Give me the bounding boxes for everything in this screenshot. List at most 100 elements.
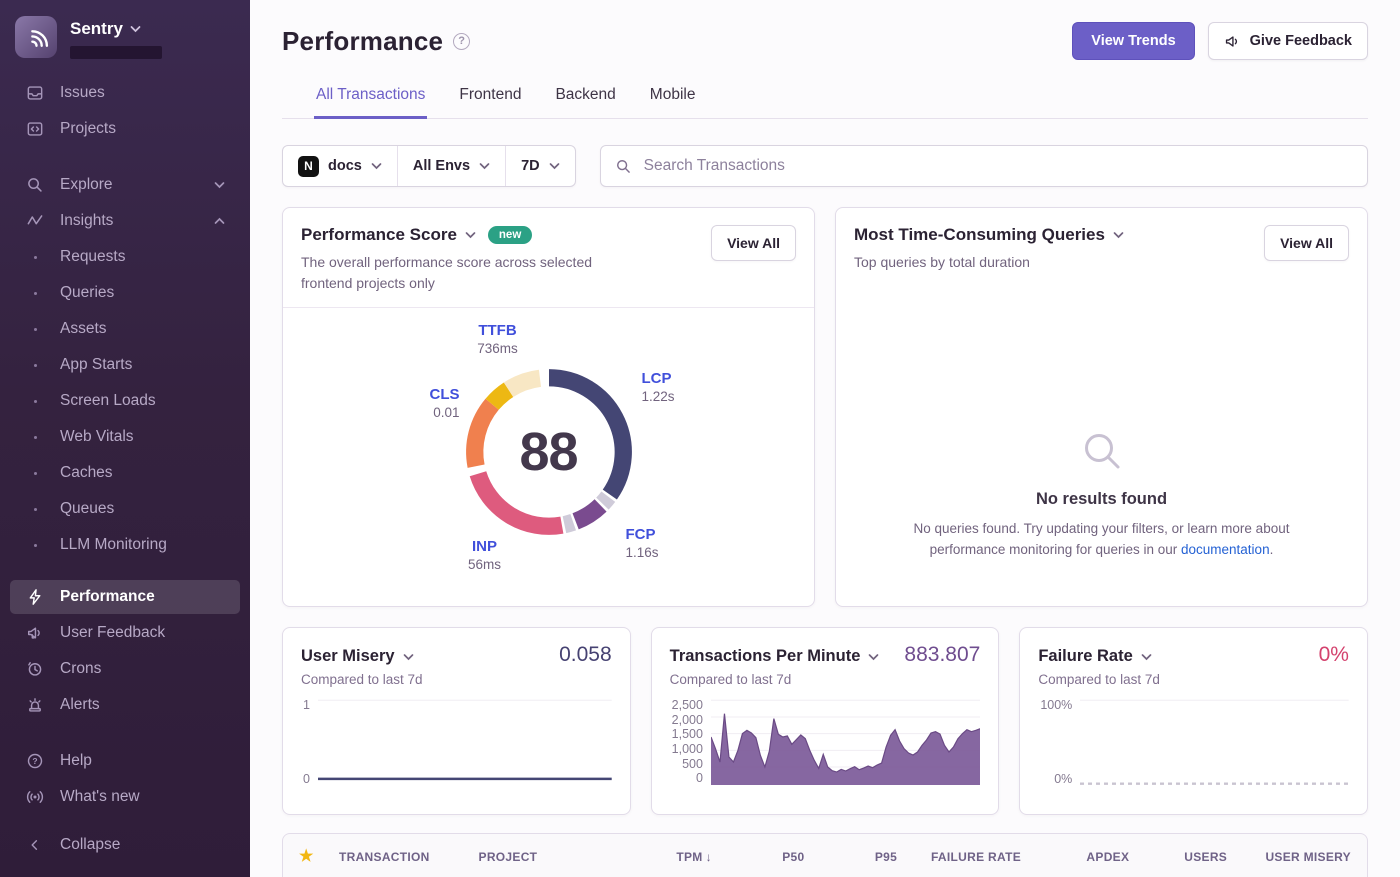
sidebar-item-app-starts[interactable]: App Starts bbox=[10, 348, 240, 382]
card-title: Failure Rate bbox=[1038, 647, 1133, 665]
sidebar-item-insights[interactable]: Insights bbox=[10, 204, 240, 238]
sidebar-item-llm-monitoring[interactable]: LLM Monitoring bbox=[10, 528, 240, 562]
megaphone-icon bbox=[1225, 35, 1237, 47]
sidebar-item-label: Crons bbox=[60, 660, 102, 677]
sidebar-item-label: Alerts bbox=[60, 696, 100, 713]
chevron-down-icon[interactable] bbox=[1141, 653, 1152, 661]
tab-frontend[interactable]: Frontend bbox=[459, 86, 522, 103]
chevron-down-icon[interactable] bbox=[1113, 231, 1124, 239]
sidebar-item-help[interactable]: ? Help bbox=[10, 744, 240, 778]
sidebar-item-performance[interactable]: Performance bbox=[10, 580, 240, 614]
y-axis-tick: 1 bbox=[303, 698, 310, 712]
sidebar-item-whats-new[interactable]: What's new bbox=[10, 780, 240, 814]
tab-mobile[interactable]: Mobile bbox=[649, 86, 696, 103]
sidebar-item-issues[interactable]: Issues bbox=[10, 76, 240, 110]
new-badge: new bbox=[487, 226, 533, 244]
column-header-transaction[interactable]: TRANSACTION bbox=[339, 849, 430, 864]
help-icon: ? bbox=[25, 752, 45, 770]
search-empty-icon bbox=[1084, 434, 1119, 469]
sidebar-item-label: Screen Loads bbox=[60, 392, 156, 409]
tab-bar: All Transactions Frontend Backend Mobile bbox=[282, 76, 1368, 119]
page-title: Performance bbox=[282, 25, 444, 56]
column-header-users[interactable]: USERS bbox=[1184, 849, 1228, 864]
lightning-icon bbox=[25, 588, 45, 606]
sidebar-item-label: Assets bbox=[60, 320, 107, 337]
org-name-placeholder bbox=[70, 46, 162, 59]
sidebar-item-web-vitals[interactable]: Web Vitals bbox=[10, 420, 240, 454]
chevron-down-icon[interactable] bbox=[868, 653, 879, 661]
org-switcher[interactable]: Sentry bbox=[0, 14, 250, 75]
chevron-down-icon[interactable] bbox=[403, 653, 414, 661]
y-axis-tick: 2,000 bbox=[671, 712, 703, 727]
sidebar-item-projects[interactable]: Projects bbox=[10, 112, 240, 146]
vital-inp[interactable]: INP 56ms bbox=[467, 537, 501, 573]
siren-icon bbox=[25, 696, 45, 714]
view-all-button[interactable]: View All bbox=[711, 225, 796, 261]
sidebar-item-label: App Starts bbox=[60, 356, 133, 373]
give-feedback-button[interactable]: Give Feedback bbox=[1207, 22, 1368, 60]
user-misery-value: 0.058 bbox=[559, 643, 612, 666]
sidebar-item-label: Web Vitals bbox=[60, 428, 134, 445]
vital-cls[interactable]: CLS 0.01 bbox=[429, 385, 460, 421]
issues-icon bbox=[25, 84, 45, 102]
vital-lcp[interactable]: LCP 1.22s bbox=[641, 369, 675, 405]
sidebar-item-label: Collapse bbox=[60, 836, 121, 853]
spacer bbox=[0, 147, 250, 167]
performance-score-card: Performance Score new The overall perfor… bbox=[282, 207, 815, 607]
performance-score-chart: 88 TTFB 736ms LCP 1.22s CLS 0.01 INP 56ms FC… bbox=[283, 307, 814, 599]
column-header-project[interactable]: PROJECT bbox=[478, 849, 538, 864]
tpm-value: 883.807 bbox=[904, 643, 981, 666]
chevron-down-icon bbox=[371, 162, 382, 170]
environment-filter[interactable]: All Envs bbox=[396, 146, 505, 186]
y-axis-tick: 100% bbox=[1040, 698, 1073, 712]
sidebar-item-explore[interactable]: Explore bbox=[10, 168, 240, 202]
sidebar-item-queues[interactable]: Queues bbox=[10, 492, 240, 526]
project-filter[interactable]: N docs bbox=[283, 146, 397, 186]
bullet-icon bbox=[25, 472, 45, 475]
sidebar-item-label: Help bbox=[60, 752, 92, 769]
date-range-value: 7D bbox=[521, 158, 540, 174]
search-icon bbox=[616, 159, 630, 173]
sidebar-item-assets[interactable]: Assets bbox=[10, 312, 240, 346]
chevron-down-icon[interactable] bbox=[465, 231, 476, 239]
sidebar-item-user-feedback[interactable]: User Feedback bbox=[10, 616, 240, 650]
chevron-down-icon bbox=[214, 181, 225, 189]
sidebar-nav: Issues Projects Explore bbox=[0, 75, 250, 863]
sidebar-item-label: User Feedback bbox=[60, 624, 166, 641]
date-range-filter[interactable]: 7D bbox=[505, 146, 575, 186]
queries-card: Most Time-Consuming Queries Top queries … bbox=[835, 207, 1368, 607]
sidebar-collapse-button[interactable]: Collapse bbox=[10, 828, 240, 862]
column-header-p50[interactable]: P50 bbox=[782, 849, 805, 864]
sentry-logo-icon bbox=[15, 16, 57, 58]
column-header-failure-rate[interactable]: FAILURE RATE bbox=[930, 849, 1022, 864]
performance-score-donut bbox=[465, 368, 632, 535]
page-content: N docs All Envs 7D bbox=[250, 119, 1400, 877]
sidebar-item-requests[interactable]: Requests bbox=[10, 240, 240, 274]
tab-all-transactions[interactable]: All Transactions bbox=[314, 76, 428, 119]
column-header-tpm[interactable]: TPM ↓ bbox=[676, 849, 712, 864]
view-trends-button[interactable]: View Trends bbox=[1072, 22, 1195, 60]
sort-desc-icon: ↓ bbox=[705, 849, 712, 864]
column-header-user-misery[interactable]: USER MISERY bbox=[1265, 849, 1351, 864]
sidebar-item-queries[interactable]: Queries bbox=[10, 276, 240, 310]
failure-rate-value: 0% bbox=[1318, 643, 1349, 666]
y-axis-tick: 2,500 bbox=[671, 698, 703, 712]
sidebar-item-alerts[interactable]: Alerts bbox=[10, 688, 240, 722]
y-axis-tick: 0 bbox=[695, 771, 703, 786]
column-header-apdex[interactable]: APDEX bbox=[1086, 849, 1130, 864]
vital-ttfb[interactable]: TTFB 736ms bbox=[477, 321, 518, 357]
insights-icon bbox=[25, 212, 45, 230]
star-icon[interactable]: ★ bbox=[299, 847, 314, 865]
sidebar-item-crons[interactable]: Crons bbox=[10, 652, 240, 686]
view-all-button[interactable]: View All bbox=[1264, 225, 1349, 261]
tpm-card: Transactions Per Minute 883.807 Compared… bbox=[650, 627, 1000, 815]
vital-fcp[interactable]: FCP 1.16s bbox=[625, 525, 659, 561]
search-input[interactable] bbox=[641, 156, 1353, 176]
svg-text:?: ? bbox=[32, 756, 37, 766]
documentation-link[interactable]: documentation bbox=[1181, 541, 1270, 557]
help-question-icon[interactable]: ? bbox=[453, 32, 471, 50]
tab-backend[interactable]: Backend bbox=[555, 86, 616, 103]
sidebar-item-caches[interactable]: Caches bbox=[10, 456, 240, 490]
column-header-p95[interactable]: P95 bbox=[874, 849, 898, 864]
sidebar-item-screen-loads[interactable]: Screen Loads bbox=[10, 384, 240, 418]
